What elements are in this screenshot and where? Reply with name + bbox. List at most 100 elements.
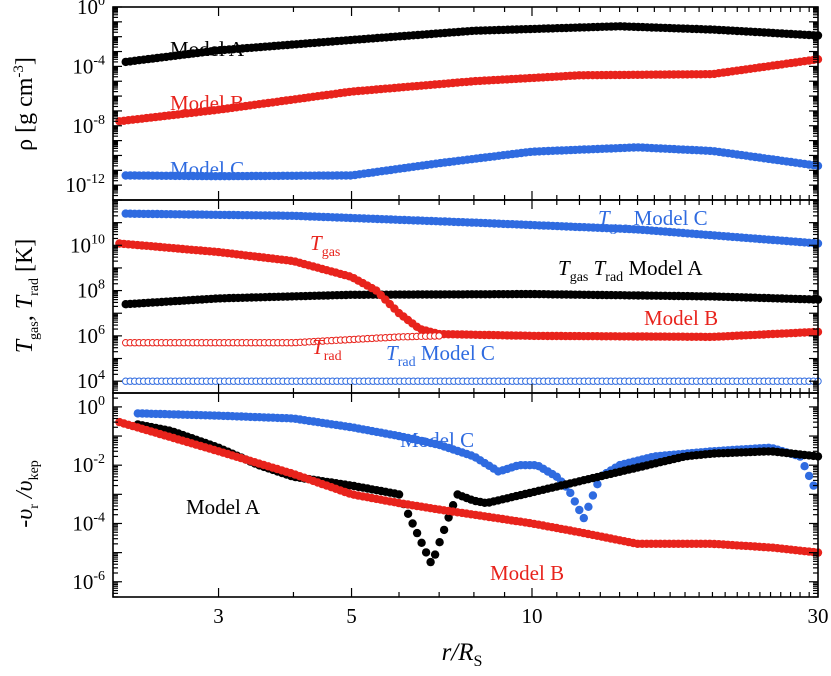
annotation-velocity-0: Model C (400, 428, 474, 452)
x-tick-label: 30 (808, 604, 829, 628)
axis-ticks (112, 6, 819, 598)
series-density-B-1 (115, 55, 823, 126)
label-part: T (12, 338, 38, 353)
y-tick-label: 10-8 (72, 113, 105, 138)
series-temperature-C-4 (122, 377, 822, 385)
annotation-symbol: T (588, 256, 606, 280)
y-axis-label-velocity: -υr /υkep (12, 460, 42, 528)
annotation-temperature-1: Tgas (310, 231, 340, 260)
tick-base: 10 (72, 570, 93, 594)
tick-base: 10 (77, 324, 98, 348)
y-tick-label: 108 (77, 278, 105, 303)
annotation-symbol: T (312, 335, 325, 359)
series-temperature-C-0 (121, 209, 823, 248)
x-axis-label-text: r/R (442, 639, 474, 666)
y-tick-label: 104 (77, 368, 105, 393)
annotation-temperature-2: Tgas Trad Model A (558, 256, 703, 285)
data-point (412, 528, 422, 538)
data-point (408, 519, 417, 528)
annotation-symbol: T (386, 341, 399, 365)
tick-exponent: -4 (93, 53, 105, 68)
data-point (421, 548, 431, 557)
data-point (435, 332, 443, 340)
panel-temperature-marks (115, 209, 823, 385)
label-part: [K] (12, 239, 38, 278)
tick-base: 10 (72, 54, 93, 78)
annotation-subscript: rad (324, 349, 342, 364)
series-temperature-B-2 (115, 239, 823, 342)
annotation-symbol: T (558, 256, 571, 280)
x-tick-label: 3 (213, 604, 224, 628)
annotation-subscript: gas (322, 245, 341, 260)
tick-exponent: 4 (98, 368, 105, 383)
y-tick-label: 10-4 (72, 510, 105, 535)
y-tick-label: 106 (77, 323, 105, 348)
data-point (426, 557, 435, 567)
annotation-temperature-4: Trad (312, 335, 342, 364)
tick-exponent: -12 (86, 172, 105, 187)
annotation-symbol: T (310, 231, 323, 255)
data-point (570, 497, 579, 506)
data-point (417, 538, 426, 547)
tick-exponent: 0 (98, 0, 105, 9)
tick-base: 10 (77, 0, 98, 19)
annotation-subscript: rad (398, 355, 416, 370)
x-axis-label: r/RS (442, 639, 483, 670)
annotation-density-1: Model B (170, 91, 244, 115)
label-part: -υ (12, 509, 38, 528)
y-tick-label: 10-12 (65, 172, 105, 197)
label-part: ρ [g cm (12, 77, 38, 151)
data-point (588, 491, 598, 500)
data-point (566, 488, 575, 498)
annotation-suffix: Model A (623, 256, 703, 280)
data-point (575, 505, 584, 515)
tick-exponent: -4 (93, 510, 105, 525)
y-tick-label: 10-6 (72, 569, 105, 594)
tick-base: 10 (72, 453, 93, 477)
tick-exponent: 10 (91, 232, 105, 247)
annotation-temperature-3: Model B (644, 306, 718, 330)
frame-velocity (112, 392, 819, 598)
annotation-suffix: Model C (416, 341, 495, 365)
annotation-temperature-5: Trad Model C (386, 341, 495, 370)
axis-labels: 10010-410-810-12101010810610410010-210-4… (11, 0, 829, 670)
data-point (584, 502, 593, 511)
label-part: , T (12, 294, 38, 321)
annotation-subscript: gas (570, 270, 589, 285)
y-axis-label-density: ρ [g cm-3] (11, 57, 38, 151)
data-point (804, 471, 814, 481)
x-tick-label: 5 (346, 604, 357, 628)
data-marks (115, 22, 823, 567)
series-temperature-B-3 (122, 332, 443, 347)
annotation-density-0: Model A (170, 37, 245, 61)
label-subscript: kep (27, 460, 42, 480)
tick-base: 10 (70, 233, 91, 257)
label-exponent: -3 (11, 65, 27, 78)
annotation-subscript: rad (605, 270, 623, 285)
data-point (448, 501, 458, 510)
tick-base: 10 (77, 395, 98, 419)
x-tick-label: 10 (521, 604, 542, 628)
y-axis-label-temperature: Tgas, Trad [K] (12, 239, 42, 354)
label-subscript: gas (27, 321, 42, 340)
y-tick-label: 10-4 (72, 53, 105, 78)
data-point (403, 509, 413, 518)
label-part: /υ (12, 480, 38, 504)
tick-exponent: -6 (93, 569, 105, 584)
data-point (444, 513, 453, 522)
y-tick-label: 100 (77, 394, 105, 419)
y-tick-label: 1010 (70, 232, 105, 257)
x-axis-label-sub: S (474, 653, 483, 670)
series-velocity-C-0 (133, 409, 818, 523)
data-point (579, 513, 588, 523)
y-tick-label: 10-2 (72, 452, 105, 477)
panel-velocity-marks (115, 409, 823, 567)
data-point (439, 525, 449, 535)
annotation-density-2: Model C (170, 157, 244, 181)
annotation-temperature-0: Tgas Model C (598, 206, 708, 235)
tick-exponent: 0 (98, 394, 105, 409)
annotation-velocity-1: Model A (186, 495, 261, 519)
label-subscript: rad (27, 278, 42, 296)
annotation-subscript: gas (610, 220, 629, 235)
